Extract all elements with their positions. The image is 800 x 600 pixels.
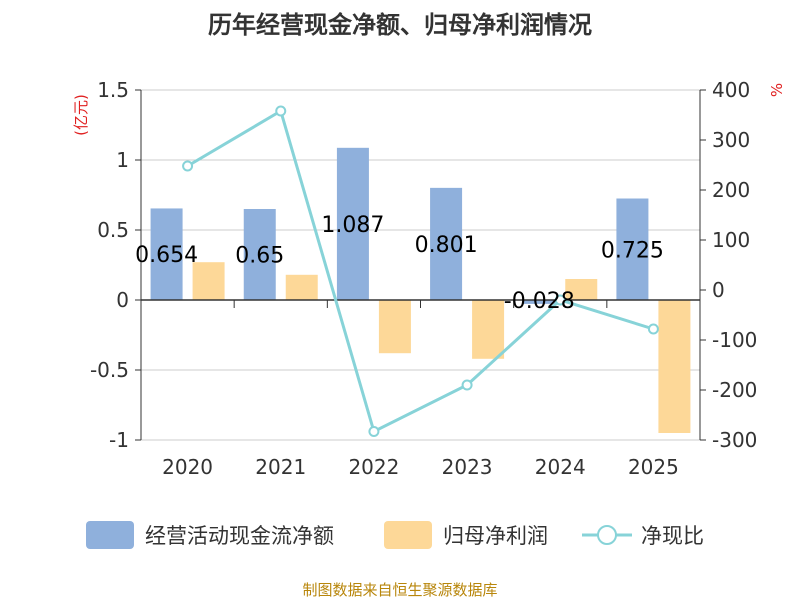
left-axis-unit: (亿元) [72, 94, 90, 136]
left-axis-tick-label: -1 [109, 428, 129, 452]
ratio-point [182, 160, 194, 172]
x-axis-label: 2022 [348, 455, 399, 479]
bar-layer [150, 147, 691, 433]
right-axis-tick-label: 0 [712, 278, 725, 302]
right-axis-tick-label: 100 [712, 228, 750, 252]
bar-cash-flow [336, 147, 369, 300]
right-axis-unit: % [768, 83, 786, 97]
data-label-cash-flow: -0.028 [504, 289, 575, 314]
source-note: 制图数据来自恒生聚源数据库 [302, 581, 497, 599]
data-label-cash-flow: 0.654 [135, 243, 198, 268]
left-axis-tick-label: 0.5 [97, 218, 129, 242]
x-axis-label: 2020 [162, 455, 213, 479]
x-axis-label: 2023 [442, 455, 493, 479]
right-axis-tick-label: -300 [712, 428, 757, 452]
ratio-line [186, 108, 654, 434]
left-axis-tick-label: -0.5 [90, 358, 129, 382]
bar-net-profit [565, 279, 598, 300]
ratio-line-layer [182, 105, 659, 437]
legend-label-net-profit: 归母净利润 [443, 524, 548, 548]
ratio-point [368, 426, 380, 437]
bar-cash-flow [616, 198, 649, 300]
data-label-cash-flow: 0.801 [415, 233, 478, 258]
data-label-cash-flow: 0.725 [601, 238, 664, 263]
x-axis-label: 2021 [255, 455, 306, 479]
x-axis-label: 2024 [535, 455, 586, 479]
right-axis-tick-label: 200 [712, 178, 750, 202]
bar-cash-flow [150, 208, 183, 300]
right-axis-tick-label: -100 [712, 328, 757, 352]
legend-swatch-ratio-marker [597, 525, 617, 545]
data-label-cash-flow: 0.65 [235, 244, 284, 269]
left-axis-tick-label: 0 [116, 288, 129, 312]
bar-net-profit [472, 300, 505, 359]
data-label-layer: 0.654 0.65 1.087 0.801 -0.028 0.725 [135, 213, 664, 314]
ratio-point [461, 379, 473, 391]
chart-title: 历年经营现金净额、归母净利润情况 [208, 11, 592, 39]
bar-cash-flow [430, 187, 463, 300]
x-axis-label: 2025 [628, 455, 679, 479]
ratio-point [275, 105, 287, 117]
left-axis-tick-label: 1.5 [97, 78, 129, 102]
right-axis-tick-label: 300 [712, 128, 750, 152]
ratio-point [647, 323, 659, 335]
axes: 1.5 1 0.5 0 -0.5 -1 400 300 200 100 0 -100 -200 -300 2… [90, 78, 757, 479]
right-axis-tick-label: -200 [712, 378, 757, 402]
bar-net-profit [285, 274, 318, 300]
legend-label-cash-flow: 经营活动现金流净额 [145, 524, 334, 548]
bar-cash-flow [243, 209, 276, 300]
right-axis-tick-label: 400 [712, 78, 750, 102]
bar-net-profit [658, 300, 691, 433]
legend-label-ratio: 净现比 [641, 524, 704, 548]
bar-cash-flow [523, 300, 556, 304]
legend-swatch-cash-flow [86, 521, 134, 549]
bar-net-profit [192, 262, 225, 300]
legend-swatch-net-profit [384, 521, 432, 549]
legend: 经营活动现金流净额 归母净利润 净现比 [86, 521, 704, 549]
data-label-cash-flow: 1.087 [321, 213, 384, 238]
left-axis-tick-label: 1 [116, 148, 129, 172]
bar-net-profit [378, 300, 411, 354]
ratio-point [554, 294, 566, 306]
